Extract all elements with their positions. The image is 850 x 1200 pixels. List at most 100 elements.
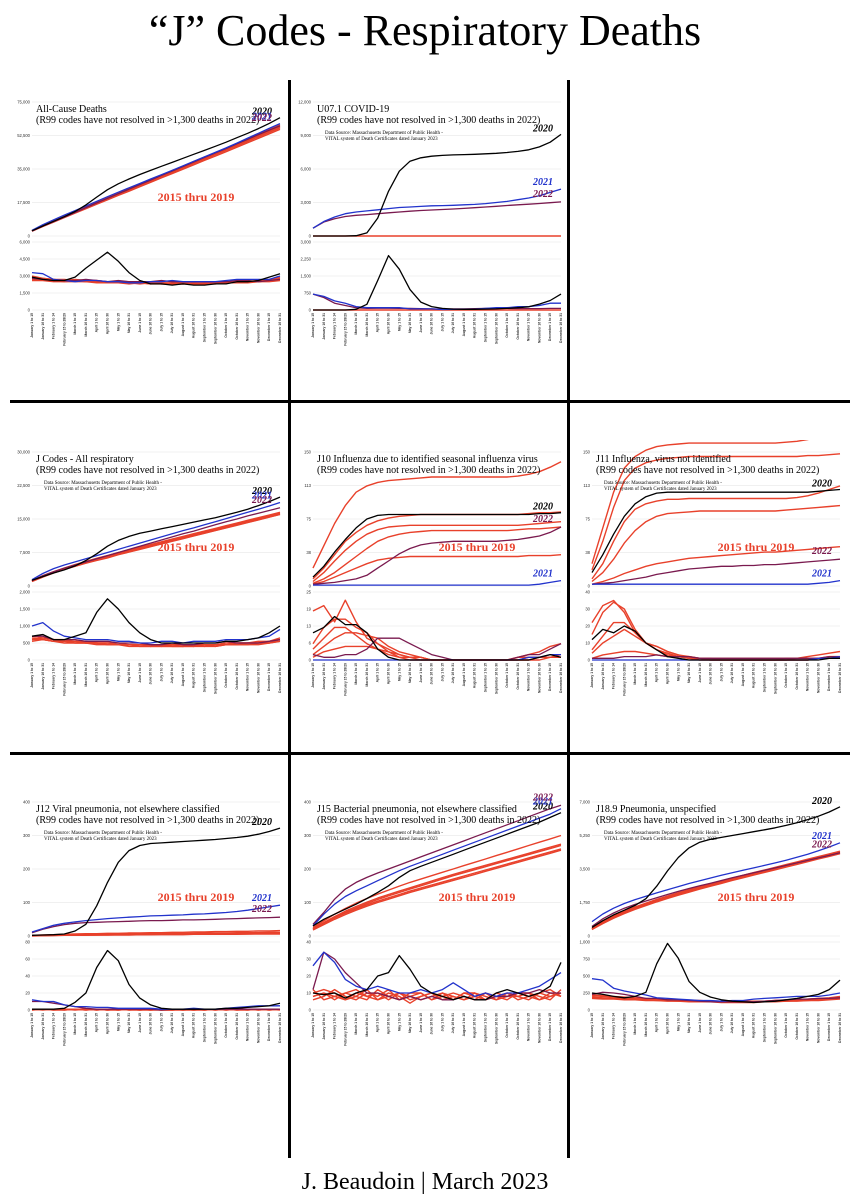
top-series-line-2022 (31, 125, 281, 232)
top-baseline-line-2016 (591, 453, 841, 571)
bottom-series-line-2020 (32, 949, 281, 1010)
series-label-2020: 2020 (251, 486, 272, 497)
chart-panel: 0 38 75 113 150 0 6 13 19 25 J10 Influenza due to … (293, 440, 565, 708)
top-series-line-2021 (592, 579, 841, 585)
x-tick-label: June 1 to 15 (138, 663, 142, 683)
x-tick-label: November 16 to 30 (256, 313, 260, 343)
x-tick-label: December 1 to 15 (827, 1013, 831, 1041)
x-tick-label: February 1 to 14 (52, 1013, 56, 1039)
x-tick-label: August 1 to 15 (741, 663, 745, 686)
chart-source-line-1: Data Source: Massachusetts Department of… (325, 131, 443, 136)
chart-source-line-2: VITAL system of Death Certificates dated… (604, 837, 717, 842)
series-label-2020: 2020 (251, 817, 272, 828)
x-tick-label: May 16 to 31 (127, 1013, 131, 1033)
x-tick-label: August 1 to 15 (462, 663, 466, 686)
x-tick-label: October 1 to 15 (784, 1013, 788, 1038)
x-tick-label: September 16 to 30 (213, 1013, 217, 1044)
x-tick-label: May 1 to 15 (116, 1013, 120, 1031)
bottom-y-tick-label: 10 (585, 641, 590, 646)
top-y-tick-label: 113 (304, 483, 311, 488)
x-tick-label: March 1 to 15 (633, 663, 637, 685)
x-tick-label: August 1 to 15 (462, 1013, 466, 1036)
x-tick-label: September 16 to 30 (494, 1013, 498, 1044)
x-tick-label: February 1 to 14 (333, 663, 337, 689)
series-label-2020: 2020 (532, 502, 553, 513)
baseline-period-label: 2015 thru 2019 (439, 540, 516, 554)
x-tick-label: March 16 to 31 (644, 663, 648, 687)
x-tick-label: December 1 to 15 (548, 663, 552, 691)
series-label-2022: 2022 (251, 495, 272, 506)
x-tick-label: February 1 to 14 (333, 1013, 337, 1039)
x-tick-label: March 1 to 15 (73, 663, 77, 685)
x-tick-label: March 1 to 15 (633, 1013, 637, 1035)
x-tick-label: September 16 to 30 (494, 313, 498, 344)
bottom-series-line-2020 (591, 942, 841, 1004)
series-label-2022: 2022 (811, 546, 832, 557)
top-y-tick-label: 22,500 (17, 483, 30, 488)
x-tick-label: April 1 to 15 (95, 313, 99, 333)
chart-title: U07.1 COVID-19 (317, 104, 389, 115)
chart-panel: 0 17,500 35,000 52,500 75,000 0 1,500 3,000 4,50… (12, 90, 284, 358)
x-tick-label: December 1 to 15 (548, 313, 552, 341)
x-tick-label: April 1 to 15 (655, 663, 659, 683)
x-tick-label: July 1 to 15 (440, 313, 444, 332)
top-baseline-line-2019 (591, 546, 841, 585)
x-tick-label: January 16 to 31 (322, 663, 326, 690)
bottom-series-line-2020 (31, 251, 281, 286)
chart-panel: 0 3,000 6,000 9,000 12,000 0 750 1,500 2,250 3,00… (293, 90, 565, 358)
top-y-tick-label: 17,500 (17, 200, 30, 205)
x-tick-label: May 1 to 15 (676, 663, 680, 681)
top-series-line-2020 (312, 812, 562, 927)
bottom-series-line-2021 (31, 621, 281, 644)
top-baseline-line-2018 (591, 852, 841, 930)
x-tick-label: May 1 to 15 (397, 663, 401, 681)
series-label-2022: 2022 (532, 792, 553, 803)
x-tick-label: February 1 to 14 (612, 663, 616, 689)
x-tick-label: September 1 to 15 (763, 663, 767, 692)
baseline-period-label: 2015 thru 2019 (158, 190, 235, 204)
top-y-tick-label: 200 (304, 867, 312, 872)
series-label-2021: 2021 (811, 831, 832, 842)
bottom-y-tick-label: 6,000 (20, 240, 31, 245)
top-y-tick-label: 400 (23, 800, 31, 805)
top-y-tick-label: 100 (23, 900, 31, 905)
bottom-y-tick-label: 25 (306, 590, 311, 595)
top-series-line-2021 (591, 842, 841, 923)
divider-horizontal-1 (10, 400, 850, 403)
x-tick-label: November 1 to 15 (246, 1013, 250, 1041)
top-series-line-2021 (31, 501, 281, 581)
series-label-2021: 2021 (251, 893, 272, 904)
bottom-y-tick-label: 40 (306, 940, 311, 945)
x-tick-label: July 1 to 15 (440, 1013, 444, 1032)
bottom-baseline-line-2018 (591, 628, 840, 661)
top-y-tick-label: 400 (304, 800, 312, 805)
bottom-series-line-2022 (592, 654, 840, 659)
x-tick-label: January 1 to 15 (311, 663, 315, 688)
x-tick-label: December 1 to 15 (548, 1013, 552, 1041)
top-baseline-line-2016 (312, 844, 562, 930)
top-baseline-line-2015 (591, 440, 809, 564)
chart-panel: 0 100 200 300 400 0 10 20 30 40 J15 Bacterial pneu… (293, 790, 565, 1058)
bottom-y-tick-label: 0 (28, 658, 31, 663)
x-tick-label: April 16 to 30 (386, 663, 390, 684)
x-tick-label: July 16 to 31 (451, 1013, 455, 1033)
top-baseline-line-2017 (31, 513, 281, 583)
x-tick-label: July 1 to 15 (719, 1013, 723, 1032)
chart-svg: 0 38 75 113 150 0 10 20 30 40 J11 Influenza, virus… (583, 440, 842, 696)
x-tick-label: January 16 to 31 (41, 663, 45, 690)
x-tick-label: November 16 to 30 (537, 313, 541, 343)
x-tick-label: June 16 to 30 (149, 1013, 153, 1035)
series-label-2021: 2021 (532, 569, 553, 580)
x-tick-label: September 1 to 15 (484, 1013, 488, 1042)
x-tick-label: January 16 to 31 (41, 313, 45, 340)
bottom-y-tick-label: 4,500 (20, 257, 31, 262)
top-y-tick-label: 100 (304, 900, 312, 905)
top-series-line-2022 (312, 201, 562, 229)
top-y-tick-label: 0 (28, 234, 31, 239)
top-y-tick-label: 0 (588, 934, 591, 939)
x-tick-label: December 16 to 31 (278, 663, 282, 693)
top-y-tick-label: 75 (306, 517, 311, 522)
x-tick-label: March 16 to 31 (644, 1013, 648, 1037)
top-series-line-2022 (591, 558, 841, 585)
bottom-y-tick-label: 30 (585, 607, 590, 612)
